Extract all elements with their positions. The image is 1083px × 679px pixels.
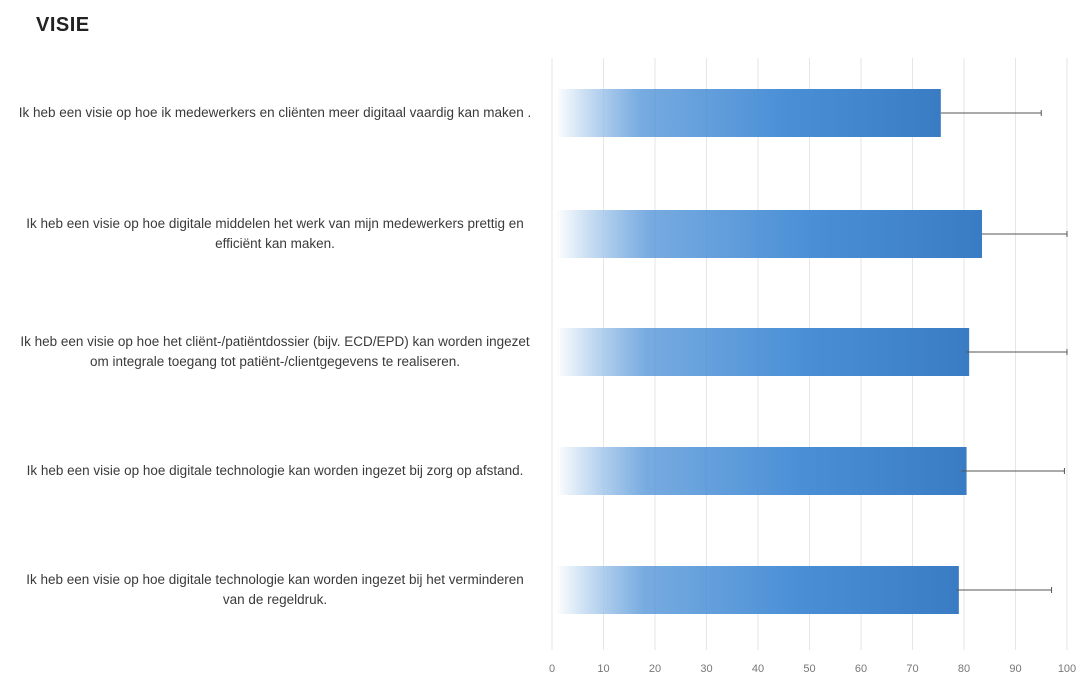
- x-tick-label: 100: [1058, 663, 1076, 675]
- category-label: Ik heb een visie op hoe ik medewerkers e…: [18, 105, 532, 120]
- x-tick-label: 20: [649, 663, 661, 675]
- x-tick-label: 0: [549, 663, 555, 675]
- x-tick-label: 50: [803, 663, 815, 675]
- bar: [556, 328, 970, 376]
- x-tick-label: 30: [700, 663, 712, 675]
- bar: [556, 447, 967, 495]
- x-tick-label: 10: [597, 663, 609, 675]
- category-label: Ik heb een visie op hoe digitale technol…: [26, 463, 524, 478]
- category-label: Ik heb een visie op hoe het cliënt-/pati…: [20, 334, 530, 369]
- x-tick-label: 40: [752, 663, 764, 675]
- x-tick-label: 70: [906, 663, 918, 675]
- category-label: Ik heb een visie op hoe digitale technol…: [26, 572, 524, 607]
- category-label: Ik heb een visie op hoe digitale middele…: [26, 216, 524, 251]
- x-tick-label: 90: [1009, 663, 1021, 675]
- bar: [556, 210, 983, 258]
- x-tick-label: 60: [855, 663, 867, 675]
- bar: [556, 89, 941, 137]
- x-tick-label: 80: [958, 663, 970, 675]
- chart-title: VISIE: [36, 14, 90, 36]
- bar: [556, 566, 959, 614]
